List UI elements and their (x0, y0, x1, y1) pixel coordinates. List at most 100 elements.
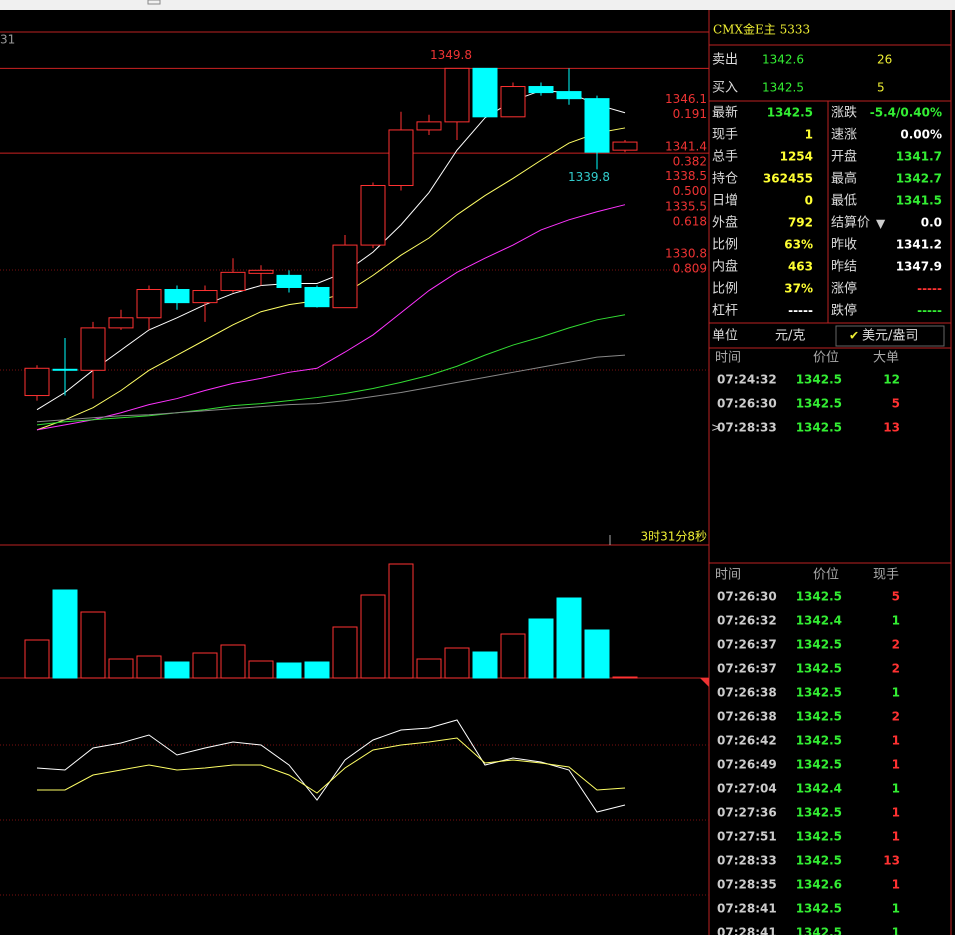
moving-average (36, 314, 626, 426)
candle-body (360, 184, 386, 246)
trade-price: 1342.5 (796, 734, 842, 748)
book-price: 1342.6 (762, 53, 804, 67)
table-header: 时间 (715, 351, 741, 366)
countdown: 3时31分8秒 (640, 530, 707, 544)
trade-price: 1342.5 (796, 590, 842, 604)
trade-time: 07:27:51 (717, 830, 777, 844)
trade-size: 1 (892, 926, 900, 935)
candle-body (528, 86, 554, 94)
volume-bar (332, 626, 358, 679)
fib-price: 1338.5 (665, 169, 707, 183)
quote-label: 比例 (712, 238, 738, 253)
quote-value: ----- (917, 304, 942, 318)
quote-value: 1341.5 (896, 194, 942, 208)
trade-time: 07:26:37 (717, 638, 777, 652)
quote-label: 最高 (831, 171, 857, 187)
candle-body (80, 327, 106, 371)
trade-time: 07:24:32 (717, 373, 777, 387)
moving-average (36, 90, 626, 411)
candle-body (388, 129, 414, 186)
trade-size: 1 (892, 686, 900, 700)
volume-bar (164, 661, 190, 679)
volume-bar (80, 611, 106, 679)
trade-price: 1342.6 (796, 878, 842, 892)
fib-ratio: 0.191 (673, 107, 707, 121)
quote-value: 0 (805, 194, 813, 208)
candle-body (24, 367, 50, 397)
quote-label: 开盘 (831, 149, 857, 165)
quote-label: 比例 (712, 282, 738, 297)
volume-bar (108, 658, 134, 679)
quote-value: 1341.2 (896, 238, 942, 252)
trade-time: 07:26:30 (717, 397, 777, 411)
trade-time: 07:28:33 (717, 854, 777, 868)
check-mark: ✔ (849, 329, 859, 343)
candle-body (164, 289, 190, 304)
quote-value: ----- (788, 304, 813, 318)
fib-ratio: 0.809 (673, 262, 707, 276)
trade-price: 1342.5 (796, 758, 842, 772)
trade-size: 1 (892, 902, 900, 916)
quote-value: 1342.5 (767, 106, 813, 120)
table-header: 价位 (813, 351, 839, 366)
unit-alt[interactable]: 美元/盎司 (862, 329, 918, 344)
trade-size: 1 (892, 806, 900, 820)
book-label: 买入 (712, 81, 738, 96)
trade-price: 1342.4 (796, 614, 842, 628)
trade-size: 13 (883, 854, 900, 868)
quote-label: 昨结 (831, 260, 857, 275)
trade-size: 2 (892, 638, 900, 652)
quote-label: 跌停 (831, 303, 857, 319)
trade-time: 07:27:36 (717, 806, 777, 820)
trade-price: 1342.5 (796, 662, 842, 676)
dropdown-arrow[interactable]: ▼ (876, 217, 886, 231)
top-strip (0, 0, 955, 10)
moving-average (36, 127, 626, 431)
candle-body (416, 121, 442, 131)
quote-label: 涨跌 (831, 105, 857, 121)
candle-body (52, 368, 78, 371)
quote-label: 总手 (712, 150, 738, 165)
quote-value: 0.00% (900, 128, 942, 142)
table-header: 时间 (715, 568, 741, 583)
trade-time: 07:26:49 (717, 758, 777, 772)
fib-ratio: 0.500 (673, 184, 707, 198)
corner-label: 31 (0, 33, 15, 47)
quote-value: 37% (784, 282, 813, 296)
candle-body (472, 67, 498, 118)
table-header: 现手 (873, 568, 899, 583)
trade-price: 1342.4 (796, 782, 842, 796)
candle-body (248, 269, 274, 274)
trade-time: 07:28:33 (717, 421, 777, 435)
trade-time: 07:26:38 (717, 686, 777, 700)
candle-body (584, 98, 610, 153)
trade-price: 1342.5 (796, 397, 842, 411)
candle-body (332, 244, 358, 309)
trade-time: 07:27:04 (717, 782, 777, 796)
trade-time: 07:28:41 (717, 926, 777, 935)
quote-label: 最新 (712, 105, 738, 121)
trade-time: 07:26:32 (717, 614, 777, 628)
quote-value: 1342.7 (896, 172, 942, 186)
unit-toggle[interactable] (835, 325, 945, 347)
volume-bar (304, 661, 330, 679)
candle-body (500, 86, 526, 118)
fib-price: 1346.1 (665, 92, 707, 106)
trade-price: 1342.5 (796, 926, 842, 935)
volume-bar (24, 639, 50, 679)
volume-bar (360, 594, 386, 679)
quote-title: CMX金E主 5333 (713, 22, 810, 37)
trade-size: 13 (883, 421, 900, 435)
quote-value: ----- (917, 282, 942, 296)
quote-label: 日增 (712, 194, 738, 209)
trade-time: 07:26:30 (717, 590, 777, 604)
trade-time: 07:26:38 (717, 710, 777, 724)
quote-value: 1 (805, 128, 813, 142)
low-label: 1339.8 (568, 170, 610, 184)
fib-price: 1335.5 (665, 199, 707, 213)
moving-average (36, 204, 626, 431)
volume-bar (584, 629, 610, 679)
quote-label: 最低 (831, 194, 857, 209)
trade-size: 5 (892, 590, 900, 604)
